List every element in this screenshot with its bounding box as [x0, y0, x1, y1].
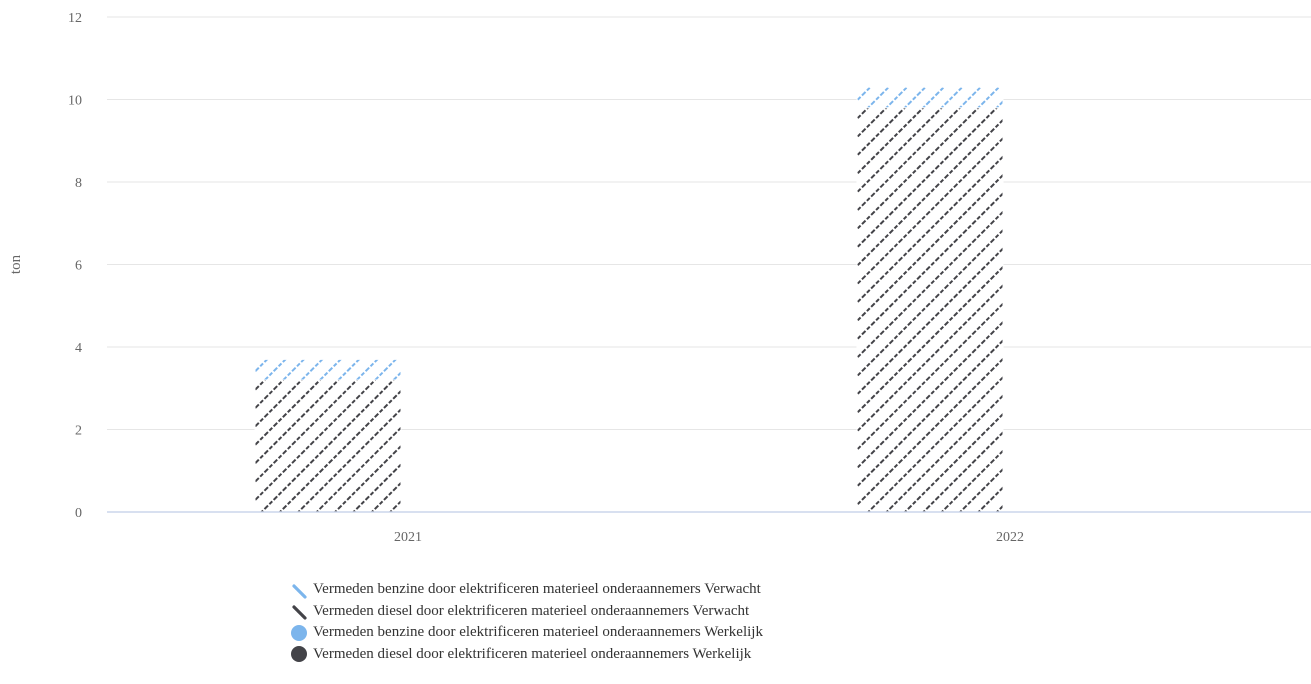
legend-label: Vermeden diesel door elektrificeren mate… — [313, 602, 750, 619]
legend-label: Vermeden benzine door elektrificeren mat… — [313, 581, 761, 598]
y-tick-label: 2 — [75, 424, 82, 439]
y-tick-label: 8 — [75, 176, 82, 191]
bar-benzine-verwacht-2021[interactable] — [254, 358, 402, 381]
bars — [254, 86, 1004, 513]
bar-benzine-verwacht-2022[interactable] — [856, 86, 1004, 109]
circle-marker-icon — [291, 646, 307, 663]
legend-label: Vermeden diesel door elektrificeren mate… — [313, 645, 752, 662]
circle-marker-icon — [291, 624, 307, 641]
y-axis-title: ton — [8, 254, 24, 274]
y-tick-label: 12 — [68, 11, 82, 26]
legend-item[interactable]: Vermeden diesel door elektrificeren mate… — [290, 644, 763, 666]
legend-item[interactable]: Vermeden diesel door elektrificeren mate… — [290, 601, 763, 623]
y-tick-label: 6 — [75, 259, 82, 274]
bar-diesel-verwacht-2022[interactable] — [856, 107, 1004, 513]
hatched-marker-icon — [292, 584, 307, 599]
legend-label: Vermeden benzine door elektrificeren mat… — [313, 624, 763, 641]
gridlines — [107, 16, 1311, 430]
chart-area: 0 2 4 6 8 10 12 ton 2021 2022 — [8, 11, 1311, 545]
y-tick-label: 0 — [75, 506, 82, 521]
y-tick-label: 10 — [68, 94, 82, 109]
x-tick-label: 2022 — [996, 530, 1024, 545]
x-tick-label: 2021 — [394, 530, 422, 545]
legend: Vermeden benzine door elektrificeren mat… — [290, 579, 763, 665]
legend-item[interactable]: Vermeden benzine door elektrificeren mat… — [290, 622, 763, 644]
y-tick-label: 4 — [75, 341, 82, 356]
hatched-marker-icon — [292, 605, 307, 620]
legend-item[interactable]: Vermeden benzine door elektrificeren mat… — [290, 579, 763, 601]
bar-diesel-verwacht-2021[interactable] — [254, 379, 402, 513]
axes: 0 2 4 6 8 10 12 ton 2021 2022 — [8, 11, 1311, 545]
